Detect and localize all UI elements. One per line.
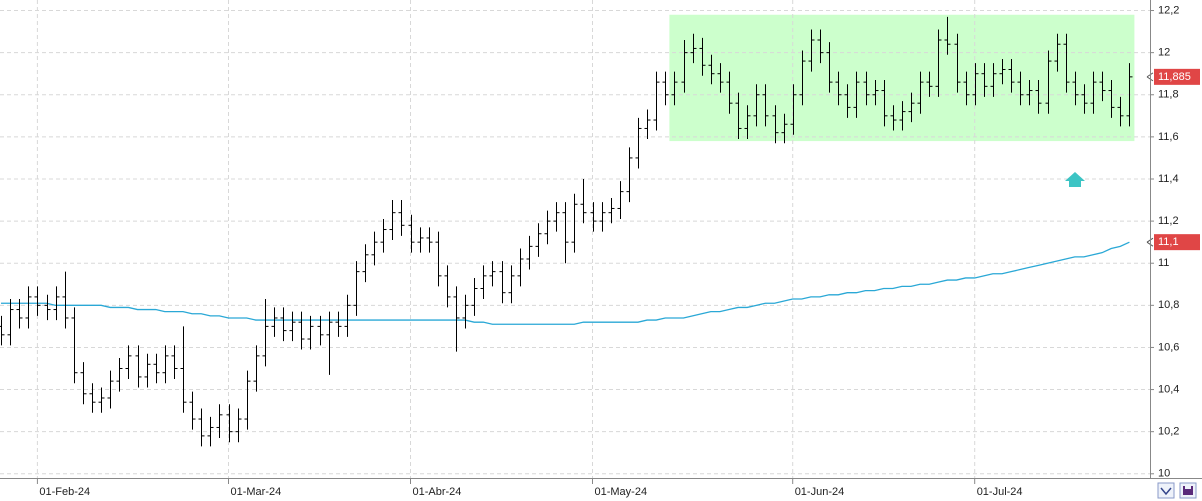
y-tick-label: 10,2 bbox=[1158, 426, 1179, 438]
x-tick-label: 01-Abr-24 bbox=[413, 486, 462, 498]
price-tag bbox=[1154, 68, 1200, 85]
y-tick-label: 11,2 bbox=[1158, 215, 1179, 227]
y-tick-label: 10,4 bbox=[1158, 383, 1179, 395]
x-tick-label: 01-Feb-24 bbox=[39, 486, 90, 498]
y-tick-label: 11 bbox=[1158, 257, 1169, 269]
x-tick-label: 01-Jul-24 bbox=[977, 486, 1023, 498]
y-tick-label: 11,4 bbox=[1158, 173, 1179, 185]
range-box bbox=[669, 14, 1135, 142]
y-tick-label: 11,6 bbox=[1158, 131, 1179, 143]
price-tag-label: 11,1 bbox=[1158, 236, 1179, 248]
price-tag bbox=[1154, 234, 1200, 251]
y-tick-label: 12 bbox=[1158, 47, 1170, 59]
x-tick-label: 01-Jun-24 bbox=[795, 486, 845, 498]
save-icon-detail bbox=[1185, 486, 1191, 489]
zoom-icon bbox=[1160, 487, 1172, 496]
save-icon bbox=[1183, 486, 1193, 495]
y-tick-label: 12,2 bbox=[1158, 4, 1179, 16]
moving-average-line bbox=[1, 241, 1130, 325]
price-tag-label: 11,885 bbox=[1158, 71, 1191, 83]
y-tick-label: 10,8 bbox=[1158, 299, 1179, 311]
zoom-button[interactable] bbox=[1157, 482, 1175, 499]
y-tick-label: 10,6 bbox=[1158, 341, 1179, 353]
y-tick-label: 10 bbox=[1158, 468, 1170, 480]
x-tick-label: 01-Mar-24 bbox=[231, 486, 282, 498]
foreground-layer: 10 10,2 10,4 10,6 10,8 11 11,2 11,4 11,6 11,8 12 12… bbox=[0, 4, 1200, 498]
y-tick-label: 11,8 bbox=[1158, 89, 1179, 101]
background-layer bbox=[0, 0, 1150, 478]
signal-arrow bbox=[1065, 172, 1085, 187]
x-tick-label: 01-May-24 bbox=[595, 486, 648, 498]
